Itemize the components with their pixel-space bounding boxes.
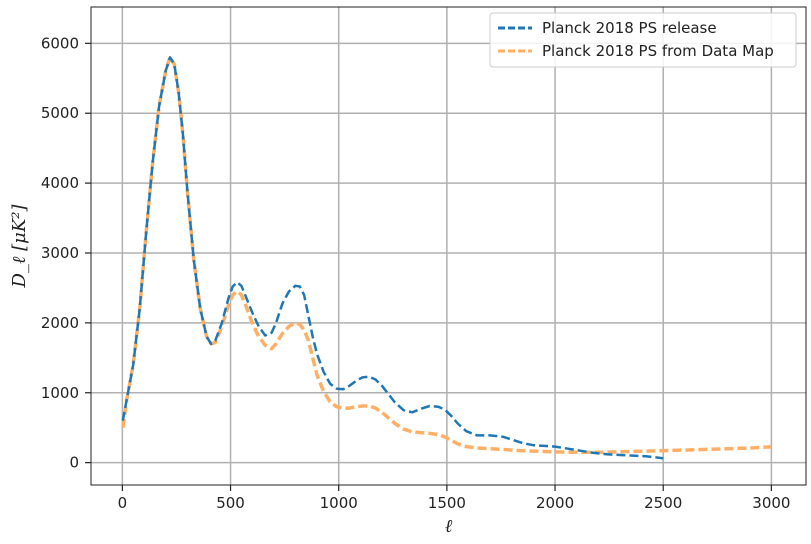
x-tick-label: 3000 xyxy=(752,494,790,512)
axis-ticks: 0 500 1000 1500 2000 2500 3000 0 1000 2000 3000 400… xyxy=(41,34,791,512)
legend: Planck 2018 PS release Planck 2018 PS fr… xyxy=(489,12,797,68)
x-tick-label: 2000 xyxy=(536,494,574,512)
x-tick-label: 500 xyxy=(216,494,245,512)
y-tick-label: 5000 xyxy=(41,104,79,122)
y-tick-label: 4000 xyxy=(41,174,79,192)
legend-box xyxy=(489,12,797,68)
y-tick-label: 2000 xyxy=(41,314,79,332)
legend-label-planck-release: Planck 2018 PS release xyxy=(542,19,717,37)
x-axis-label: ℓ xyxy=(445,516,453,537)
y-tick-label: 1000 xyxy=(41,384,79,402)
x-tick-label: 1000 xyxy=(320,494,358,512)
series-lines xyxy=(121,55,772,460)
y-tick-label: 0 xyxy=(69,454,79,472)
y-tick-label: 3000 xyxy=(41,244,79,262)
x-tick-label: 1500 xyxy=(428,494,466,512)
legend-label-planck-data-map: Planck 2018 PS from Data Map xyxy=(542,42,774,60)
y-tick-label: 6000 xyxy=(41,34,79,52)
y-axis-label: D_ℓ [μK²] xyxy=(9,203,30,288)
plot-area xyxy=(90,6,807,486)
x-tick-label: 2500 xyxy=(644,494,682,512)
x-tick-label: 0 xyxy=(118,494,128,512)
series-line-planck-release xyxy=(121,56,664,460)
